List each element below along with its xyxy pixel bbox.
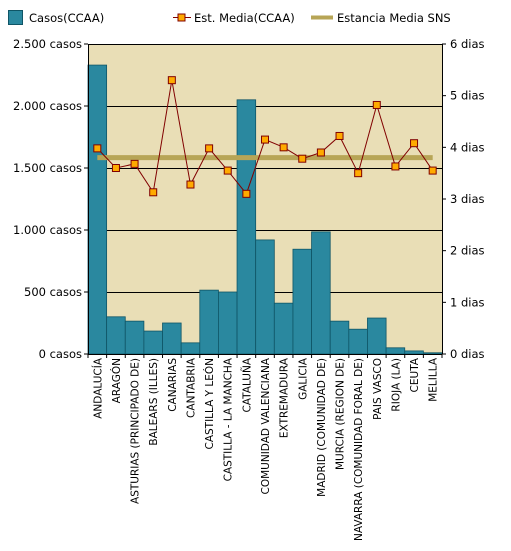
- stay-point: [205, 144, 214, 153]
- legend-item-cases: Casos(CCAA): [8, 10, 104, 25]
- bar: [273, 302, 294, 355]
- bar: [255, 239, 275, 355]
- bar: [292, 248, 312, 355]
- legend-swatch-cases: [8, 10, 23, 25]
- stay-point: [186, 180, 195, 189]
- x-tick-label: RIOJA (LA): [390, 358, 402, 412]
- stay-point: [298, 154, 307, 163]
- stay-point: [223, 166, 232, 175]
- stay-point: [93, 144, 102, 153]
- x-tick-label: CANTABRIA: [185, 357, 197, 418]
- stay-point: [354, 169, 363, 178]
- x-tick-label: MADRID (COMUNIDAD DE): [316, 358, 328, 497]
- x-tick-label: ARAGÓN: [110, 358, 123, 403]
- right-tick-label: 6 dias: [450, 37, 485, 51]
- x-tick-label: GALICIA: [297, 357, 309, 400]
- stay-point: [279, 143, 288, 152]
- left-tick-label: 2.500 casos: [13, 37, 82, 51]
- x-tick-label: CASTILLA Y LEÓN: [203, 358, 216, 450]
- stay-point: [130, 159, 139, 168]
- x-tick-label: ANDALUCÍA: [91, 357, 104, 419]
- bar: [87, 64, 108, 355]
- chart-legend: Casos(CCAA) Est. Media(CCAA) Estancia Me…: [8, 6, 503, 28]
- right-tick-label: 1 dias: [450, 295, 485, 309]
- x-tick-label: CEUTA: [409, 357, 421, 392]
- bar-series: [87, 64, 443, 355]
- left-tick-label: 1.500 casos: [13, 161, 82, 175]
- legend-swatch-sns: [311, 15, 333, 20]
- stay-point: [428, 166, 437, 175]
- legend-label-sns: Estancia Media SNS: [337, 10, 451, 25]
- right-axis-ticks: 0 dias 1 dias 2 dias 3 dias 4 dias 5 dias 6 di…: [442, 37, 485, 361]
- bar: [348, 328, 368, 355]
- stay-point: [242, 189, 251, 198]
- stay-point: [372, 100, 381, 109]
- stay-point: [335, 131, 344, 140]
- x-tick-label: MURCIA (REGION DE): [335, 358, 347, 470]
- right-tick-label: 5 dias: [450, 89, 485, 103]
- x-tick-label: CASTILLA - LA MANCHA: [223, 357, 235, 481]
- legend-label-stay: Est. Media(CCAA): [194, 10, 295, 25]
- bar: [385, 347, 406, 355]
- left-tick-label: 2.000 casos: [13, 99, 82, 113]
- bar: [329, 320, 350, 355]
- stay-point: [391, 162, 400, 171]
- x-tick-label: ASTURIAS (PRINCIPADO DE): [130, 358, 142, 504]
- right-tick-label: 0 dias: [450, 347, 485, 361]
- x-tick-label: BALEARS (ILLES): [148, 358, 160, 446]
- legend-label-cases: Casos(CCAA): [29, 10, 105, 25]
- bar: [124, 320, 145, 355]
- stay-point: [261, 135, 269, 144]
- bar: [180, 342, 201, 355]
- legend-item-sns: Estancia Media SNS: [311, 10, 451, 25]
- x-tick-label: CATALUÑA: [240, 357, 253, 412]
- right-tick-label: 4 dias: [450, 140, 485, 154]
- legend-item-stay: Est. Media(CCAA): [173, 10, 295, 25]
- right-tick-label: 2 dias: [450, 244, 485, 258]
- bar: [143, 330, 163, 355]
- x-tick-label: CANARIAS: [167, 358, 179, 412]
- left-axis-ticks: 0 casos 500 casos 1.000 casos 1.500 casos 2.…: [13, 37, 88, 361]
- x-tick-label: PAIS VASCO: [372, 358, 384, 420]
- bar: [218, 291, 238, 355]
- right-tick-label: 3 dias: [450, 192, 485, 206]
- stay-point: [316, 148, 325, 157]
- bar: [162, 322, 182, 355]
- legend-swatch-stay: [173, 13, 191, 22]
- left-tick-label: 0 casos: [39, 347, 82, 361]
- bar: [311, 231, 331, 355]
- bar: [422, 352, 443, 355]
- x-tick-label: COMUNIDAD VALENCIANA: [260, 357, 272, 494]
- left-tick-label: 500 casos: [24, 285, 82, 299]
- stay-line-series: [93, 76, 437, 198]
- bar: [106, 316, 126, 355]
- bar: [199, 289, 219, 355]
- stay-point: [111, 164, 120, 172]
- left-tick-label: 1.000 casos: [13, 223, 82, 237]
- x-tick-label: EXTREMADURA: [279, 357, 291, 438]
- bar: [236, 99, 257, 355]
- x-axis-ticks: ANDALUCÍA ARAGÓN ASTURIAS (PRINCIPADO DE) B…: [87, 354, 443, 541]
- x-tick-label: NAVARRA (COMUNIDAD FORAL DE): [353, 358, 365, 541]
- bar: [367, 317, 387, 355]
- stay-point: [410, 139, 419, 148]
- bar: [404, 350, 424, 355]
- stay-point: [167, 76, 176, 85]
- stay-point: [149, 188, 158, 197]
- x-tick-label: MELILLA: [428, 357, 440, 402]
